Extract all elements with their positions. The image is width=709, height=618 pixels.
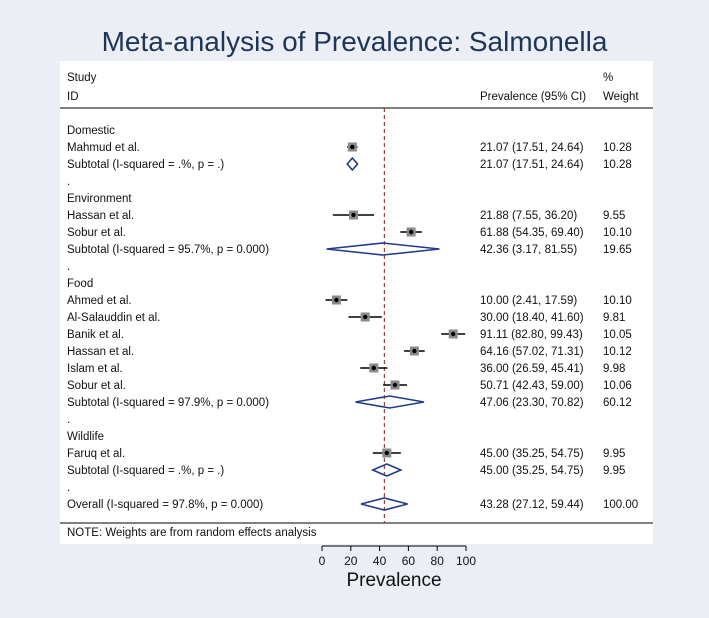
point-estimate: [363, 314, 368, 320]
row-weight: 19.65: [603, 244, 632, 256]
point-estimate: [350, 144, 355, 150]
axis-layer: 0 20 40 60 80 100 Prevalence: [319, 545, 476, 591]
row-label-study: Islam et al.: [67, 363, 123, 375]
row-label-subtotal: Subtotal (I-squared = .%, p = .): [67, 159, 224, 171]
point-estimate: [334, 297, 339, 303]
row-label-spacer: .: [67, 176, 70, 188]
row-label-group: Domestic: [67, 125, 115, 137]
point-estimate: [384, 450, 389, 456]
x-tick-label: 20: [344, 554, 358, 568]
row-label-study: Faruq et al.: [67, 448, 125, 460]
row-estimate: 36.00 (26.59, 45.41): [480, 363, 584, 375]
row-label-group: Environment: [67, 193, 132, 205]
footnote: NOTE: Weights are from random effects an…: [67, 527, 317, 539]
point-estimate: [351, 212, 356, 218]
row-weight: 10.28: [603, 159, 632, 171]
row-label-study: Ahmed et al.: [67, 295, 132, 307]
row-estimate: 91.11 (82.80, 99.43): [480, 329, 583, 341]
row-weight: 9.98: [603, 363, 625, 375]
row-label-spacer: .: [67, 414, 70, 426]
point-estimate: [371, 365, 377, 371]
row-estimate: 42.36 (3.17, 81.55): [480, 244, 577, 256]
row-label-subtotal: Subtotal (I-squared = .%, p = .): [67, 465, 224, 477]
header-es: Prevalence (95% CI): [480, 91, 586, 103]
row-label-spacer: .: [67, 482, 70, 494]
row-estimate: 64.16 (57.02, 71.31): [480, 346, 584, 358]
row-label-subtotal: Subtotal (I-squared = 95.7%, p = 0.000): [67, 244, 269, 256]
row-weight: 100.00: [603, 499, 638, 511]
subtotal-diamond: [346, 156, 359, 172]
x-tick-label: 0: [319, 554, 326, 568]
x-tick-label: 80: [431, 554, 445, 568]
row-weight: 9.95: [603, 448, 625, 460]
header-pct: %: [603, 72, 613, 84]
row-label-study: Al-Salauddin et al.: [67, 312, 160, 324]
subtotal-diamond: [370, 463, 403, 477]
subtotal-diamond: [326, 242, 440, 256]
row-label-study: Sobur et al.: [67, 380, 126, 392]
row-estimate: 21.88 (7.55, 36.20): [480, 210, 577, 222]
row-estimate: 45.00 (35.25, 54.75): [480, 448, 584, 460]
row-weight: 60.12: [603, 397, 632, 409]
row-weight: 10.05: [603, 329, 632, 341]
point-estimate: [408, 229, 414, 235]
row-weight: 10.06: [603, 380, 632, 392]
row-estimate: 47.06 (23.30, 70.82): [480, 397, 584, 409]
row-estimate: 30.00 (18.40, 41.60): [480, 312, 584, 324]
row-label-study: Banik et al.: [67, 329, 124, 341]
row-label-overall: Overall (I-squared = 97.8%, p = 0.000): [67, 499, 263, 511]
marks-layer: [325, 108, 466, 523]
x-axis-label: Prevalence: [346, 570, 441, 591]
subtotal-diamond: [355, 395, 425, 409]
header-weight: Weight: [603, 91, 639, 103]
point-estimate: [450, 331, 456, 337]
point-estimate: [412, 348, 417, 354]
row-label-study: Sobur et al.: [67, 227, 126, 239]
forest-plot: Study ID % Prevalence (95% CI) Weight NO…: [60, 72, 653, 539]
row-weight: 10.28: [603, 142, 632, 154]
x-tick-label: 100: [456, 554, 476, 568]
row-label-group: Food: [67, 278, 93, 290]
row-weight: 10.12: [603, 346, 632, 358]
row-estimate: 10.00 (2.41, 17.59): [480, 295, 577, 307]
row-label-spacer: .: [67, 261, 70, 273]
row-estimate: 50.71 (42.43, 59.00): [480, 380, 584, 392]
row-weight: 10.10: [603, 295, 632, 307]
x-tick-label: 60: [402, 554, 416, 568]
row-weight: 9.55: [603, 210, 625, 222]
x-tick-label: 40: [373, 554, 387, 568]
overall-diamond: [360, 497, 408, 511]
row-estimate: 45.00 (35.25, 54.75): [480, 465, 584, 477]
header-study: Study: [67, 72, 97, 84]
row-estimate: 43.28 (27.12, 59.44): [480, 499, 584, 511]
plot-panel: Study ID % Prevalence (95% CI) Weight NO…: [60, 61, 653, 544]
row-weight: 10.10: [603, 227, 632, 239]
row-label-subtotal: Subtotal (I-squared = 97.9%, p = 0.000): [67, 397, 269, 409]
rows-layer: Domestic Mahmud et al. 21.07 (17.51, 24.64…: [67, 125, 638, 511]
point-estimate: [392, 382, 398, 388]
row-weight: 9.81: [603, 312, 625, 324]
row-label-study: Mahmud et al.: [67, 142, 140, 154]
row-label-group: Wildlife: [67, 431, 104, 443]
text-layer: Study ID % Prevalence (95% CI) Weight NO…: [67, 72, 639, 539]
row-label-study: Hassan et al.: [67, 210, 134, 222]
row-estimate: 21.07 (17.51, 24.64): [480, 159, 584, 171]
header-id: ID: [67, 91, 79, 103]
chart-title: Meta-analysis of Prevalence: Salmonella: [101, 26, 608, 57]
row-estimate: 21.07 (17.51, 24.64): [480, 142, 584, 154]
row-estimate: 61.88 (54.35, 69.40): [480, 227, 584, 239]
row-weight: 9.95: [603, 465, 625, 477]
row-label-study: Hassan et al.: [67, 346, 134, 358]
